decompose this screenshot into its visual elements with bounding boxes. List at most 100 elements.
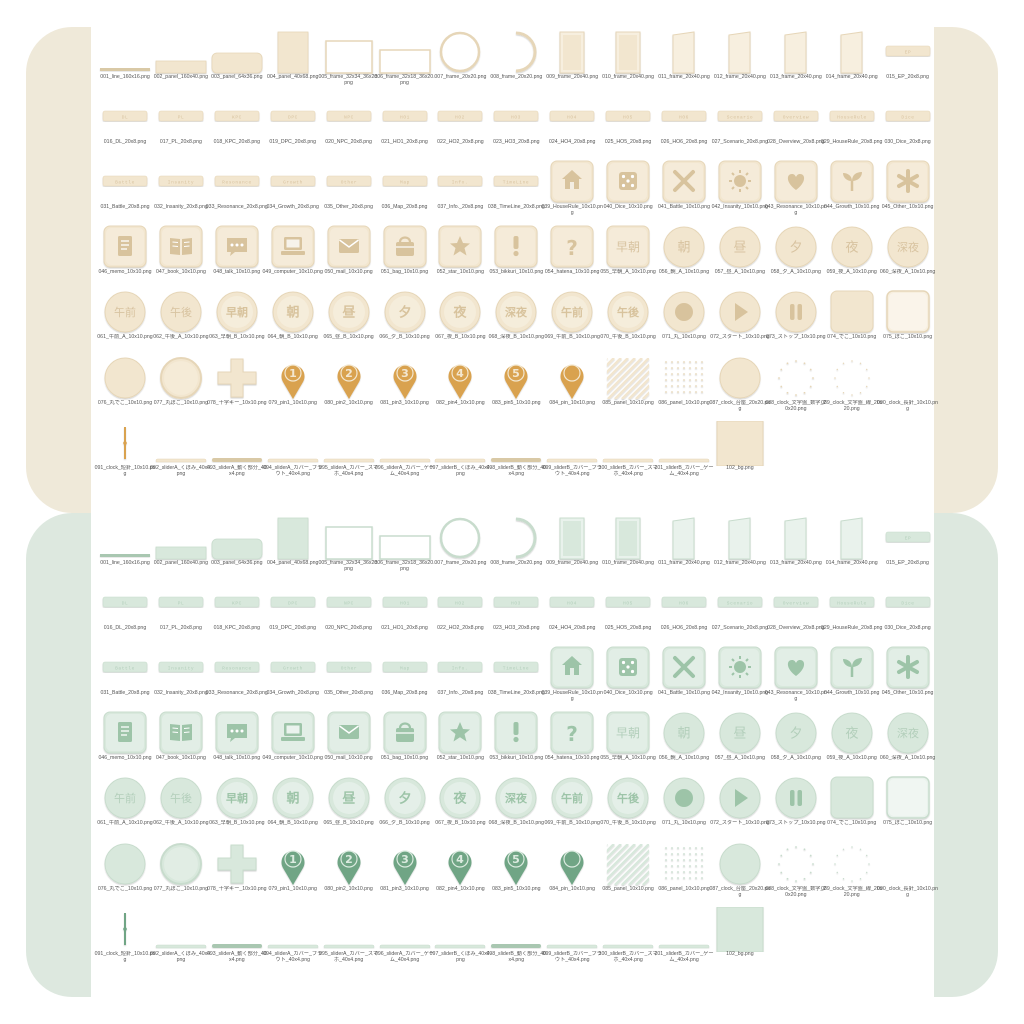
asset-tile[interactable]: 3 081_pin3_10x10.png bbox=[377, 356, 433, 421]
asset-tile[interactable]: 045_Other_10x10.png bbox=[880, 160, 936, 225]
asset-tile[interactable]: 深夜 060_深夜_A_10x10.png bbox=[880, 225, 936, 290]
asset-tile[interactable]: 午前 069_午前_B_10x10.png bbox=[544, 776, 600, 841]
asset-tile[interactable]: 076_丸でこ_10x10.png bbox=[97, 356, 153, 421]
asset-tile[interactable]: 深夜 060_深夜_A_10x10.png bbox=[880, 711, 936, 776]
asset-tile[interactable]: 092_sliderA_くぼみ_40x4.png bbox=[150, 907, 212, 972]
asset-tile[interactable]: 011_frame_20x40.png bbox=[656, 516, 712, 581]
asset-tile[interactable]: 087_clock_台座_20x20.png bbox=[709, 356, 770, 421]
asset-tile[interactable]: 076_丸でこ_10x10.png bbox=[97, 842, 153, 907]
asset-tile[interactable]: 昼 057_昼_A_10x10.png bbox=[712, 225, 768, 290]
asset-tile[interactable]: 006_frame_32x18_36x20.png bbox=[374, 516, 435, 581]
asset-tile[interactable]: 004_panel_40x68.png bbox=[265, 30, 321, 95]
asset-tile[interactable]: Battle 031_Battle_20x8.png bbox=[97, 160, 153, 225]
asset-tile[interactable]: HO2 022_HO2_20x8.png bbox=[432, 95, 488, 160]
asset-tile[interactable]: EP 015_EP_20x8.png bbox=[880, 30, 936, 95]
asset-tile[interactable]: 041_Battle_10x10.png bbox=[656, 646, 712, 711]
asset-tile[interactable]: 052_star_10x10.png bbox=[432, 225, 488, 290]
asset-tile[interactable]: 夜 059_夜_A_10x10.png bbox=[824, 225, 880, 290]
asset-tile[interactable]: 097_sliderB_くぼみ_40x4.png bbox=[430, 421, 491, 486]
asset-tile[interactable]: 001_line_160x16.png bbox=[97, 516, 153, 581]
asset-tile[interactable]: 夜 067_夜_B_10x10.png bbox=[432, 290, 488, 355]
asset-tile[interactable]: 071_丸_10x10.png bbox=[656, 776, 712, 841]
asset-tile[interactable]: 午前 061_午前_A_10x10.png bbox=[97, 776, 153, 841]
asset-tile[interactable]: 096_sliderA_カバー_ゲーム_40x4.png bbox=[375, 907, 434, 972]
asset-tile[interactable]: KPC 018_KPC_20x8.png bbox=[209, 95, 265, 160]
asset-tile[interactable]: 096_sliderA_カバー_ゲーム_40x4.png bbox=[375, 421, 434, 486]
asset-tile[interactable]: 昼 057_昼_A_10x10.png bbox=[712, 711, 768, 776]
asset-tile[interactable]: 午後 062_午後_A_10x10.png bbox=[153, 290, 209, 355]
asset-tile[interactable]: DPC 019_DPC_20x8.png bbox=[265, 581, 321, 646]
asset-tile[interactable]: 4 082_pin4_10x10.png bbox=[432, 842, 488, 907]
asset-tile[interactable]: 朝 064_朝_B_10x10.png bbox=[265, 290, 321, 355]
asset-tile[interactable]: TimeLine 038_TimeLine_20x8.png bbox=[488, 160, 545, 225]
asset-tile[interactable]: 098_sliderB_動く部分_40x4.png bbox=[486, 421, 546, 486]
asset-tile[interactable]: 002_panel_160x40.png bbox=[153, 516, 209, 581]
asset-tile[interactable]: 050_mail_10x10.png bbox=[321, 225, 377, 290]
asset-tile[interactable]: HouseRule 029_HouseRule_20x8.png bbox=[821, 581, 882, 646]
asset-tile[interactable]: 078_十字キー_10x10.png bbox=[207, 356, 267, 421]
asset-tile[interactable]: 093_sliderA_動く部分_40x4.png bbox=[207, 421, 267, 486]
asset-tile[interactable]: Insanity 032_Insanity_20x8.png bbox=[153, 160, 209, 225]
asset-tile[interactable]: 夕 066_夕_B_10x10.png bbox=[377, 776, 433, 841]
asset-tile[interactable]: 071_丸_10x10.png bbox=[656, 290, 712, 355]
asset-tile[interactable]: 075_ぼこ_10x10.png bbox=[880, 290, 936, 355]
asset-tile[interactable]: 010_frame_20x40.png bbox=[600, 516, 656, 581]
asset-tile[interactable]: 074_でこ_10x10.png bbox=[824, 290, 880, 355]
asset-tile[interactable]: Info. 037_Info._20x8.png bbox=[432, 160, 488, 225]
asset-tile[interactable]: Scenario 027_Scenario_20x8.png bbox=[712, 581, 768, 646]
asset-tile[interactable]: 005_frame_32x34_36x28.png bbox=[318, 516, 379, 581]
asset-tile[interactable]: 014_frame_20x40.png bbox=[824, 516, 880, 581]
asset-tile[interactable]: Growth 034_Growth_20x8.png bbox=[265, 160, 321, 225]
asset-tile[interactable]: 041_Battle_10x10.png bbox=[656, 160, 712, 225]
asset-tile[interactable]: 1 079_pin1_10x10.png bbox=[265, 356, 321, 421]
asset-tile[interactable]: HO3 023_HO3_20x8.png bbox=[488, 581, 544, 646]
asset-tile[interactable]: 052_star_10x10.png bbox=[432, 711, 488, 776]
asset-tile[interactable]: 094_sliderA_カバー_ブラウト_40x4.png bbox=[263, 907, 322, 972]
asset-tile[interactable]: 094_sliderA_カバー_ブラウト_40x4.png bbox=[263, 421, 322, 486]
asset-tile[interactable]: 044_Growth_10x10.png bbox=[824, 646, 880, 711]
asset-tile[interactable]: HO6 026_HO6_20x8.png bbox=[656, 95, 712, 160]
asset-tile[interactable]: 012_frame_20x40.png bbox=[712, 30, 768, 95]
asset-tile[interactable]: Battle 031_Battle_20x8.png bbox=[97, 646, 153, 711]
asset-tile[interactable]: 051_bag_10x10.png bbox=[377, 225, 433, 290]
asset-tile[interactable]: 073_ストップ_10x10.png bbox=[766, 290, 826, 355]
asset-tile[interactable]: 089_clock_文字盤_線_20x20.png bbox=[821, 842, 882, 907]
asset-tile[interactable]: 047_book_10x10.png bbox=[153, 711, 209, 776]
asset-tile[interactable]: 009_frame_20x40.png bbox=[544, 516, 600, 581]
asset-tile[interactable]: Resonance 033_Resonance_20x8.png bbox=[206, 646, 268, 711]
asset-tile[interactable]: 093_sliderA_動く部分_40x4.png bbox=[207, 907, 267, 972]
asset-tile[interactable]: DPC 019_DPC_20x8.png bbox=[265, 95, 321, 160]
asset-tile[interactable]: 100_sliderB_カバー_スマホ_40x4.png bbox=[599, 421, 658, 486]
asset-tile[interactable]: 091_clock_短針_10x10.png bbox=[95, 421, 155, 486]
asset-tile[interactable]: 074_でこ_10x10.png bbox=[824, 776, 880, 841]
asset-tile[interactable]: 003_panel_64x36.png bbox=[209, 30, 265, 95]
asset-tile[interactable]: 043_Resonance_10x10.png bbox=[765, 646, 827, 711]
asset-tile[interactable]: HO6 026_HO6_20x8.png bbox=[656, 581, 712, 646]
asset-tile[interactable]: 090_clock_長針_10x10.png bbox=[877, 842, 938, 907]
asset-tile[interactable]: ? 054_hatena_10x10.png bbox=[544, 225, 600, 290]
asset-tile[interactable]: 2 080_pin2_10x10.png bbox=[321, 356, 377, 421]
asset-tile[interactable]: 夜 067_夜_B_10x10.png bbox=[432, 776, 488, 841]
asset-tile[interactable]: PL 017_PL_20x8.png bbox=[153, 95, 209, 160]
asset-tile[interactable]: PL 017_PL_20x8.png bbox=[153, 581, 209, 646]
asset-tile[interactable]: HO4 024_HO4_20x8.png bbox=[544, 95, 600, 160]
asset-tile[interactable]: 101_sliderB_カバー_ゲーム_40x4.png bbox=[654, 421, 714, 486]
asset-tile[interactable]: 102_bg.png bbox=[712, 420, 768, 486]
asset-tile[interactable]: 095_sliderA_カバー_スマホ_40x4.png bbox=[319, 907, 378, 972]
asset-tile[interactable]: 深夜 068_深夜_B_10x10.png bbox=[488, 290, 544, 355]
asset-tile[interactable]: 053_bikkuri_10x10.png bbox=[488, 225, 544, 290]
asset-tile[interactable]: 早朝 063_早朝_B_10x10.png bbox=[209, 776, 265, 841]
asset-tile[interactable]: 午後 070_午後_B_10x10.png bbox=[600, 776, 656, 841]
asset-tile[interactable]: Dice 030_Dice_20x8.png bbox=[880, 95, 936, 160]
asset-tile[interactable]: 045_Other_10x10.png bbox=[880, 646, 936, 711]
asset-tile[interactable]: 5 083_pin5_10x10.png bbox=[488, 842, 544, 907]
asset-tile[interactable]: 048_talk_10x10.png bbox=[209, 225, 265, 290]
asset-tile[interactable]: DL 016_DL_20x8.png bbox=[97, 95, 153, 160]
asset-tile[interactable]: 039_HouseRule_10x10.png bbox=[541, 646, 603, 711]
asset-tile[interactable]: 046_memo_10x10.png bbox=[97, 225, 153, 290]
asset-tile[interactable]: Info. 037_Info._20x8.png bbox=[432, 646, 488, 711]
asset-tile[interactable]: 5 083_pin5_10x10.png bbox=[488, 356, 544, 421]
asset-tile[interactable]: 早朝 055_早朝_A_10x10.png bbox=[600, 711, 656, 776]
asset-tile[interactable]: 098_sliderB_動く部分_40x4.png bbox=[486, 907, 546, 972]
asset-tile[interactable]: NPC 020_NPC_20x8.png bbox=[321, 581, 377, 646]
